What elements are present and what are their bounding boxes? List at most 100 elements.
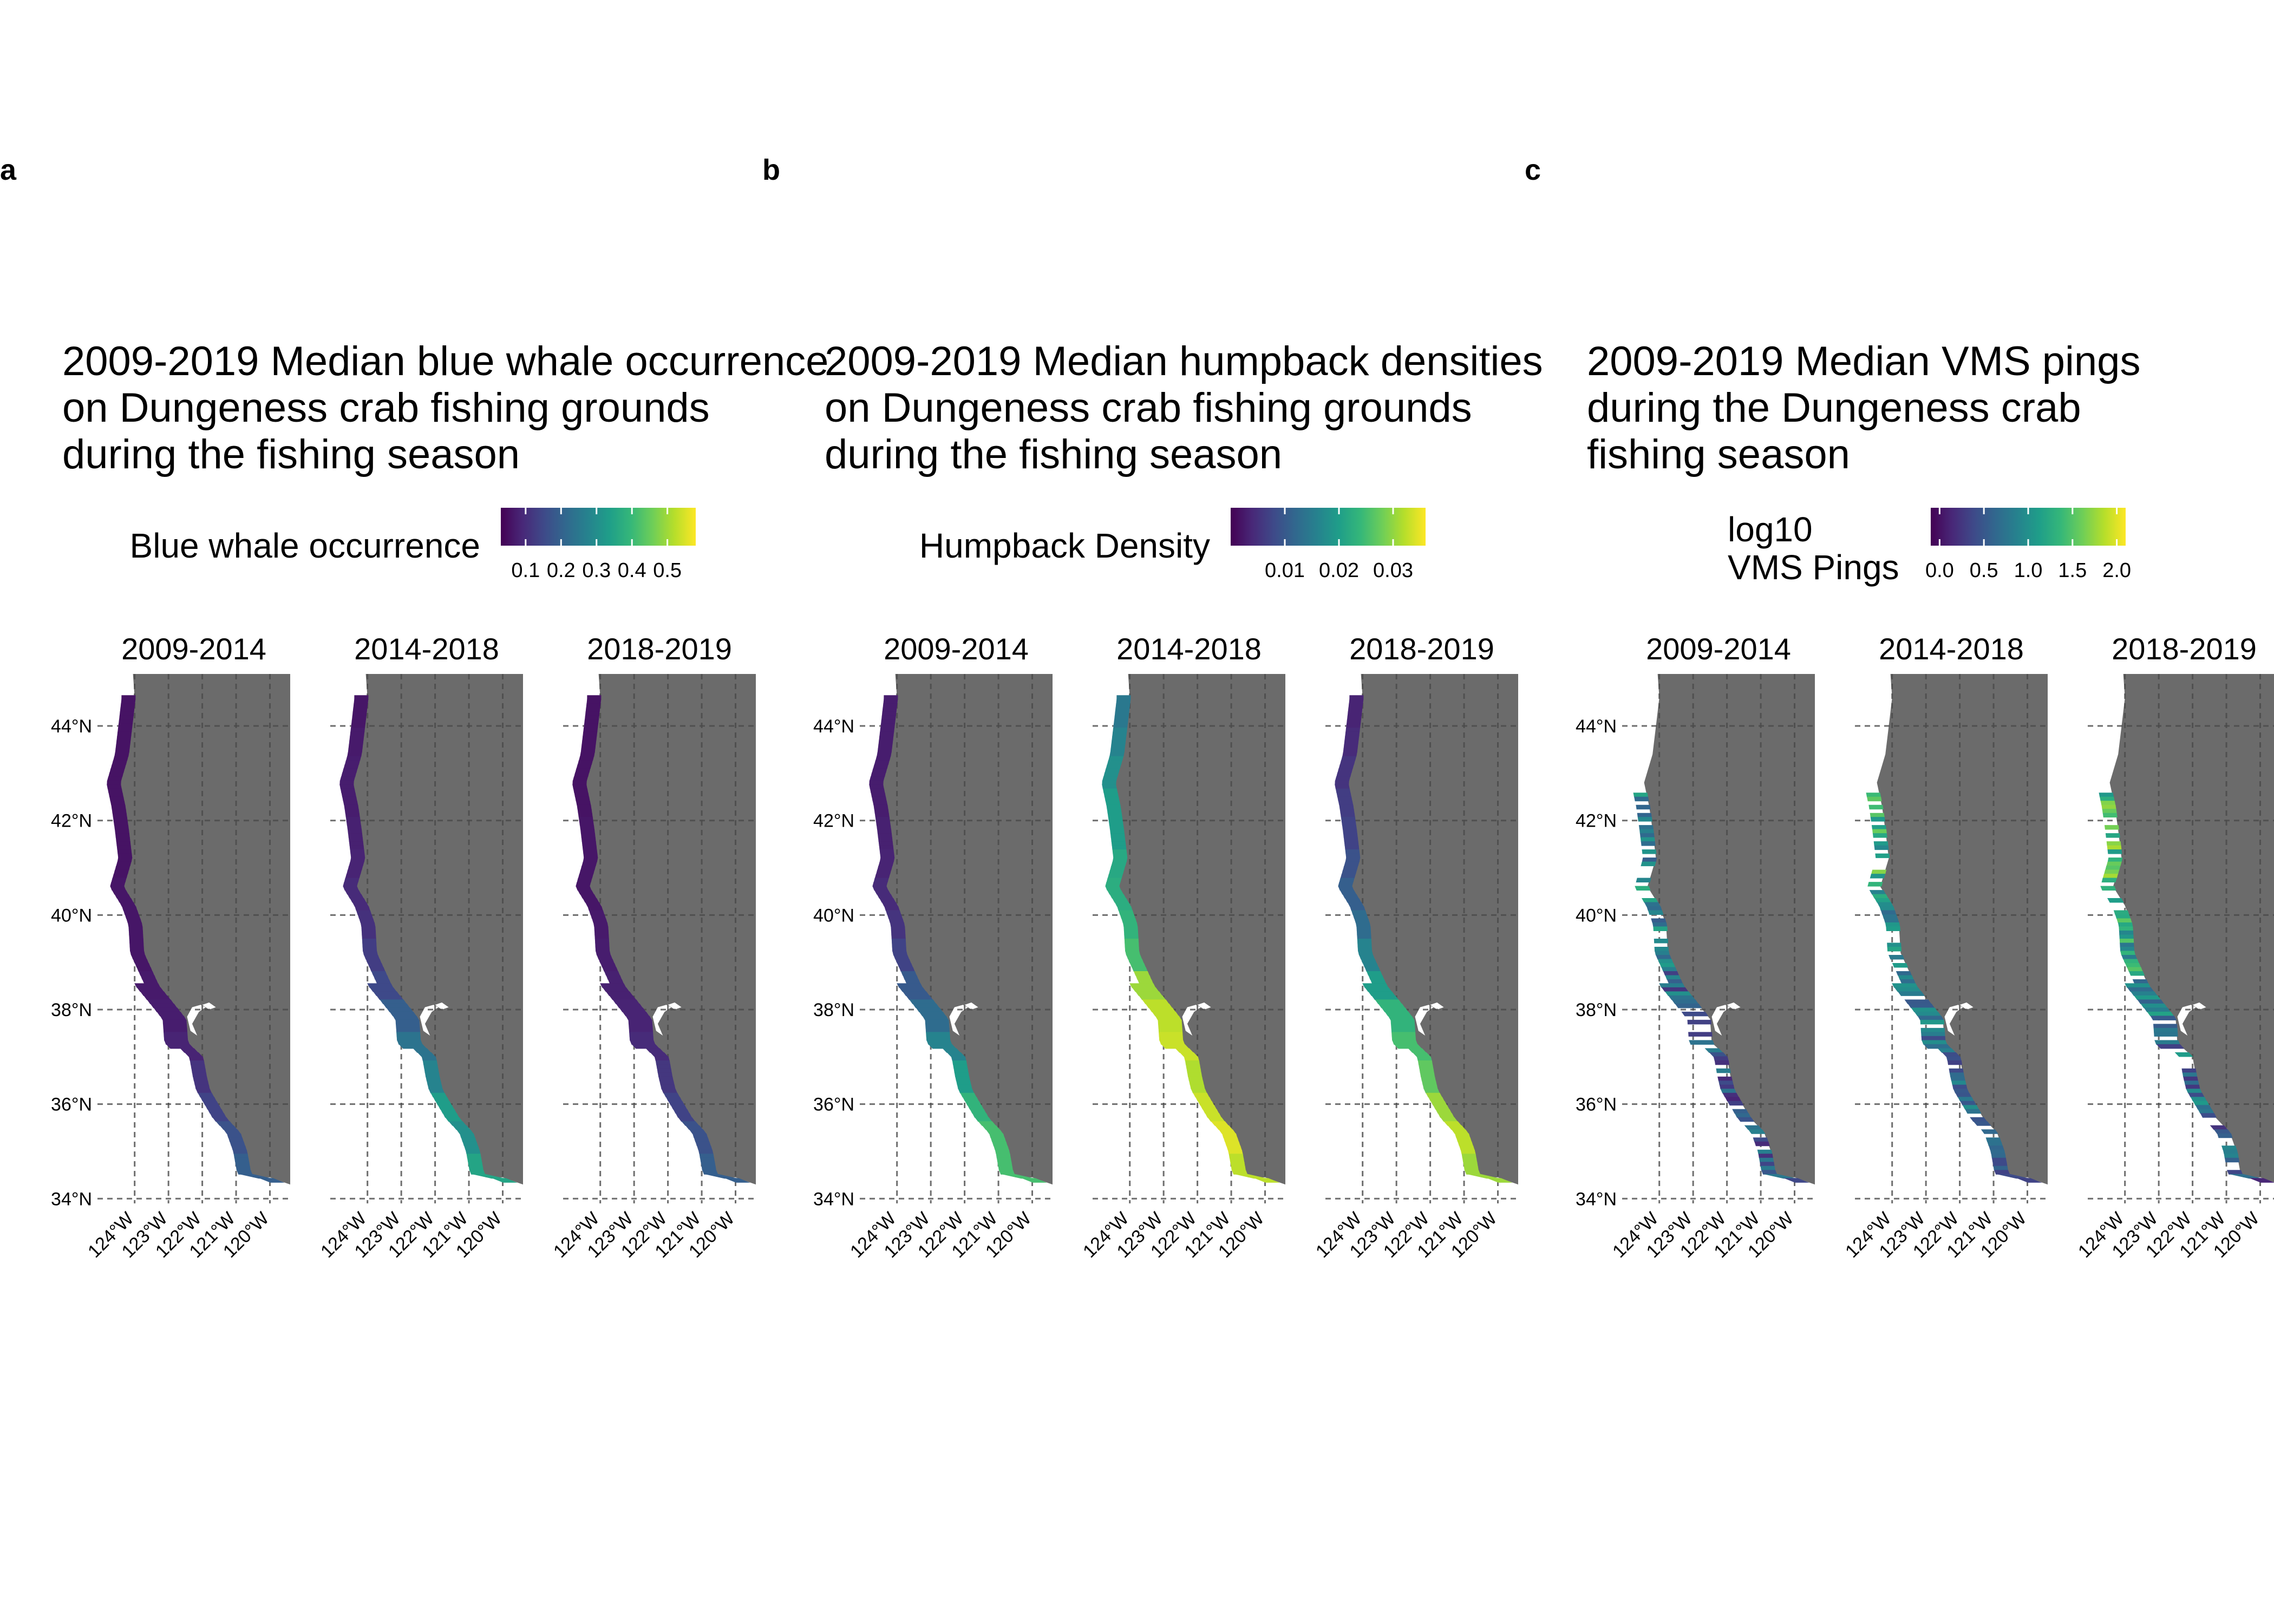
grid-cell [427, 1084, 443, 1090]
grid-cell [1106, 764, 1121, 769]
grid-cell [598, 959, 615, 964]
grid-cell [1109, 825, 1124, 830]
grid-cell [594, 926, 609, 931]
grid-cell [1430, 1101, 1447, 1106]
grid-cell [115, 744, 130, 749]
grid-cell [2113, 910, 2129, 915]
grid-cell [1783, 1178, 1809, 1183]
grid-cell [1443, 1121, 1462, 1126]
grid-cell [1114, 719, 1128, 724]
grid-cell [1882, 914, 1898, 919]
grid-cell [1110, 837, 1126, 842]
grid-cell [892, 951, 908, 955]
lat-tick-label: 40°N [813, 905, 854, 926]
grid-cell [466, 1154, 481, 1158]
bay-water [1197, 1002, 1211, 1010]
grid-cell [140, 991, 168, 996]
grid-cell [1227, 1149, 1243, 1155]
grid-cell [1001, 1174, 1036, 1179]
grid-cell [115, 833, 130, 838]
grid-cell [877, 748, 892, 753]
grid-cell [191, 1064, 206, 1069]
grid-cell [2249, 1178, 2274, 1183]
grid-cell [661, 1089, 678, 1093]
grid-cell [576, 886, 592, 891]
grid-cell [1348, 703, 1363, 708]
grid-cell [117, 731, 132, 737]
panel-title: 2009-2019 Median humpback densities [825, 338, 1543, 384]
grid-cell [1114, 715, 1129, 721]
grid-cell [357, 914, 374, 919]
grid-cell [1205, 1113, 1222, 1118]
grid-cell [1135, 975, 1152, 980]
grid-cell [951, 1056, 966, 1061]
grid-cell [879, 736, 894, 741]
grid-cell [138, 971, 155, 976]
grid-cell [1343, 744, 1358, 749]
grid-cell [233, 1154, 249, 1158]
grid-cell [347, 894, 364, 899]
grid-cell [109, 768, 125, 773]
grid-cell [893, 955, 910, 960]
grid-cell [600, 963, 617, 968]
grid-cell [891, 939, 906, 944]
grid-cell [1133, 971, 1150, 976]
grid-cell [1981, 1129, 1998, 1134]
grid-cell [1392, 1040, 1418, 1045]
grid-cell [2105, 833, 2120, 838]
grid-cell [2102, 809, 2117, 814]
grid-cell [164, 1036, 188, 1041]
grid-cell [919, 1011, 946, 1017]
grid-cell [577, 760, 593, 765]
grid-cell [1653, 926, 1668, 931]
facet-2009-2014: 2009-201444°N42°N40°N38°N36°N34°N124°W12… [1576, 632, 1815, 1262]
grid-cell [572, 780, 587, 785]
grid-cell [1417, 1060, 1433, 1065]
grid-cell [1345, 898, 1362, 903]
grid-cell [1642, 857, 1657, 862]
grid-cell [978, 1121, 996, 1126]
grid-cell [650, 1052, 669, 1057]
grid-cell [1233, 1174, 1269, 1179]
grid-cell [597, 955, 613, 960]
grid-cell [883, 703, 898, 708]
grid-cell [113, 756, 129, 761]
facet-label: 2009-2014 [121, 632, 266, 666]
grid-cell [1338, 764, 1354, 769]
grid-cell [602, 987, 630, 992]
grid-cell [369, 967, 385, 972]
grid-cell [1190, 1084, 1205, 1090]
grid-cell [129, 934, 143, 939]
grid-cell [606, 975, 622, 980]
grid-cell [1356, 931, 1371, 935]
grid-cell [2217, 1133, 2233, 1138]
grid-cell [350, 857, 365, 862]
grid-cell [2229, 1174, 2264, 1179]
grid-cell [689, 1129, 707, 1134]
fishing-grounds-band [1866, 793, 2042, 1183]
grid-cell [992, 1141, 1008, 1147]
grid-cell [134, 963, 151, 968]
grid-cell [585, 711, 600, 716]
grid-cell [1659, 963, 1676, 968]
grid-cell [1637, 817, 1652, 822]
grid-cell [1889, 955, 1905, 960]
legend-title: log10 [1728, 510, 1813, 549]
grid-cell [1188, 1076, 1203, 1082]
grid-cell [681, 1121, 700, 1126]
grid-cell [115, 837, 130, 842]
grid-cell [1636, 878, 1651, 883]
grid-cell [1357, 942, 1372, 947]
grid-cell [1357, 947, 1373, 952]
grid-cell [1370, 979, 1387, 984]
grid-cell [117, 728, 133, 732]
grid-cell [1644, 902, 1661, 907]
grid-cell [2226, 1170, 2243, 1175]
grid-cell [380, 999, 407, 1004]
bay-water [187, 1005, 206, 1036]
grid-cell [594, 931, 609, 935]
grid-cell [583, 853, 598, 859]
grid-cell [347, 825, 362, 830]
grid-cell [1364, 987, 1392, 992]
